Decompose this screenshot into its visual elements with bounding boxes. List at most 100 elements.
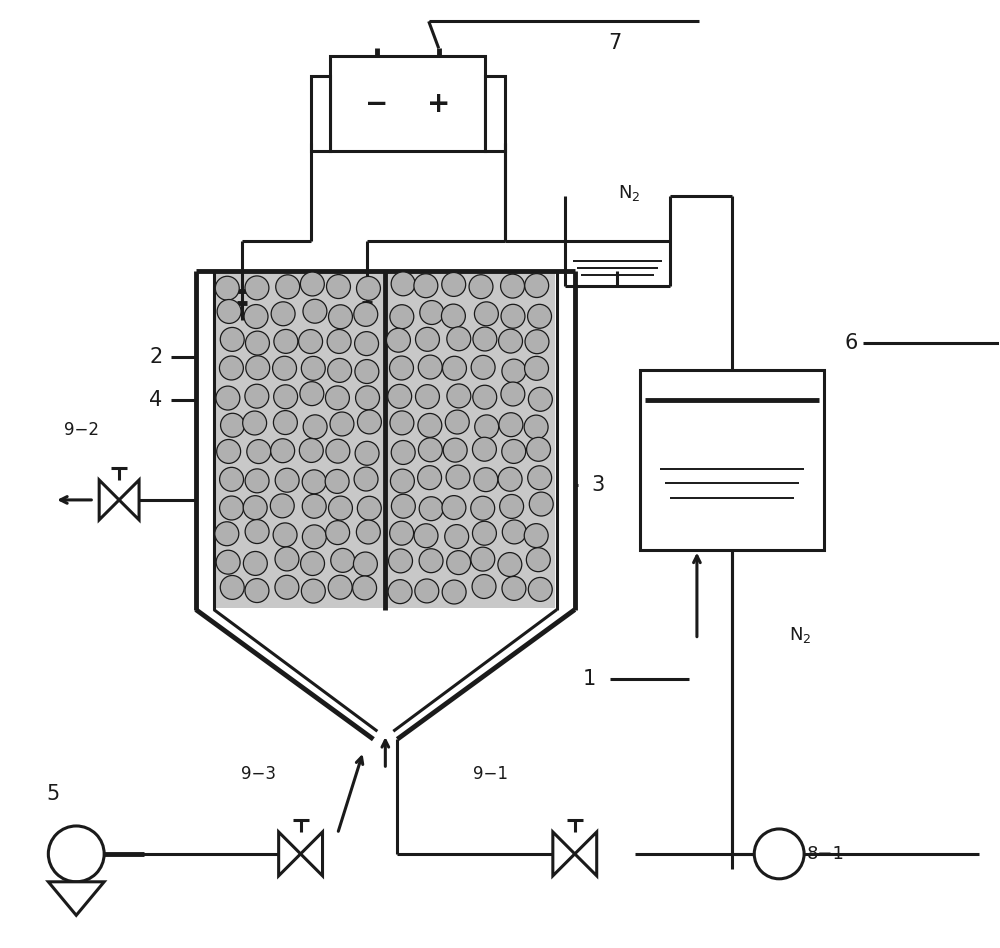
Text: 9−1: 9−1 [473,765,508,783]
Circle shape [528,465,552,490]
Polygon shape [553,832,575,876]
Circle shape [303,300,327,323]
Circle shape [418,413,442,437]
Circle shape [524,523,548,548]
Circle shape [498,553,522,576]
Circle shape [356,386,380,410]
Circle shape [472,437,496,461]
Circle shape [416,385,439,409]
Circle shape [245,469,269,493]
Circle shape [469,275,493,299]
Text: +: + [427,90,450,118]
Circle shape [217,300,241,323]
Circle shape [754,829,804,879]
Polygon shape [48,882,104,916]
Circle shape [525,274,549,298]
Circle shape [420,301,444,324]
Circle shape [219,356,243,380]
Circle shape [353,552,377,576]
Circle shape [216,550,240,574]
Circle shape [442,496,466,520]
Circle shape [446,465,470,489]
Text: 6: 6 [844,334,858,354]
Circle shape [326,439,350,464]
Polygon shape [99,480,119,520]
Circle shape [500,495,524,519]
Polygon shape [279,832,301,876]
Circle shape [275,547,299,571]
Circle shape [220,467,244,491]
Circle shape [329,305,352,329]
Circle shape [419,497,443,520]
Circle shape [216,386,240,410]
Circle shape [473,385,497,410]
Circle shape [302,470,326,494]
Circle shape [474,467,498,492]
Circle shape [529,492,553,516]
Text: 1: 1 [583,669,596,689]
Circle shape [356,277,380,301]
Polygon shape [119,480,139,520]
Circle shape [441,304,465,328]
Circle shape [445,410,469,434]
Circle shape [329,496,352,520]
Circle shape [391,441,415,465]
Circle shape [390,410,414,435]
Bar [311,76,330,151]
Circle shape [273,356,297,380]
Circle shape [221,413,244,437]
Circle shape [354,467,378,491]
Text: 3: 3 [591,475,604,495]
Circle shape [215,276,239,301]
Circle shape [498,467,522,491]
Polygon shape [301,832,323,876]
Text: 2: 2 [149,347,163,367]
Circle shape [327,275,350,299]
Circle shape [270,494,294,518]
Circle shape [243,552,267,575]
Circle shape [300,272,324,296]
Circle shape [331,549,355,573]
Text: −: − [365,90,388,118]
Circle shape [499,329,522,353]
Circle shape [301,356,325,380]
Circle shape [301,552,325,575]
Bar [216,273,383,608]
Circle shape [386,328,410,353]
Text: 9−2: 9−2 [64,421,99,439]
Bar [330,56,485,151]
Circle shape [245,520,269,543]
Circle shape [502,359,526,383]
Circle shape [390,469,414,493]
Polygon shape [575,832,597,876]
Circle shape [443,438,467,462]
Bar [640,371,824,550]
Circle shape [447,327,471,351]
Circle shape [245,276,269,300]
Circle shape [388,579,412,604]
Circle shape [328,575,352,599]
Circle shape [471,356,495,379]
Circle shape [527,437,551,462]
Circle shape [502,520,526,544]
Circle shape [48,826,104,882]
Circle shape [299,439,323,463]
Circle shape [414,524,438,548]
Circle shape [220,327,244,352]
Circle shape [220,496,244,520]
Circle shape [499,412,523,437]
Circle shape [357,410,381,434]
Circle shape [274,385,298,409]
Circle shape [276,275,300,299]
Circle shape [217,440,241,464]
Circle shape [442,272,466,297]
Circle shape [442,580,466,604]
Circle shape [418,356,442,379]
Circle shape [328,358,352,382]
Bar [485,76,505,151]
Circle shape [247,440,271,464]
Circle shape [474,301,498,326]
Circle shape [528,388,552,411]
Circle shape [501,382,525,406]
Circle shape [326,520,350,544]
